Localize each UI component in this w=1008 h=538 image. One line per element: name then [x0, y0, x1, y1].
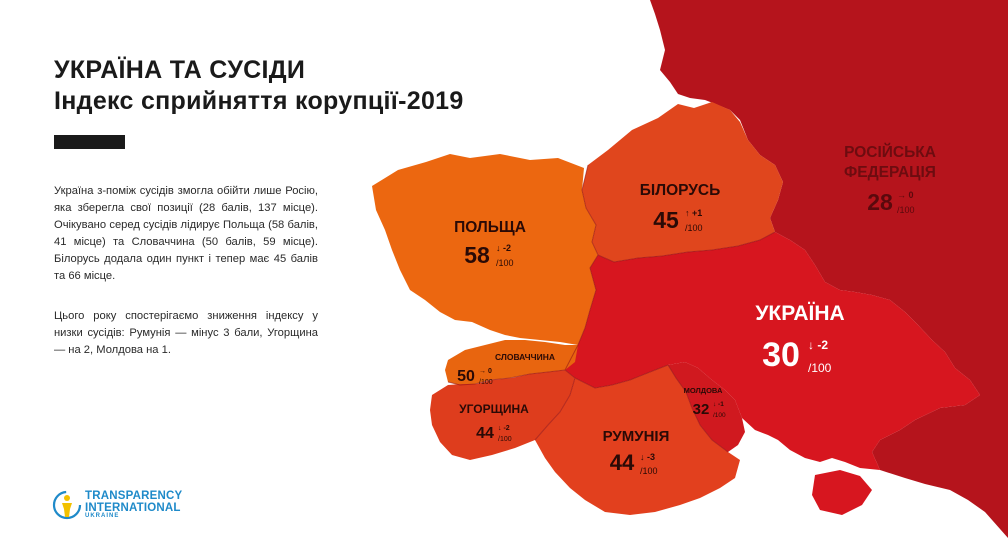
- slovakia-score: 50: [457, 368, 475, 385]
- title-line-1: УКРАЇНА ТА СУСІДИ: [54, 56, 306, 84]
- russia-max: /100: [897, 205, 915, 215]
- belarus-name: БІЛОРУСЬ: [640, 182, 721, 199]
- poland-max: /100: [496, 258, 514, 268]
- belarus-change: ↑ +1: [685, 208, 702, 218]
- title-divider-bar: [54, 135, 125, 149]
- border-lines: [447, 164, 776, 453]
- hungary-max: /100: [498, 436, 512, 443]
- country-slovakia: [445, 340, 578, 385]
- page-title: УКРАЇНА ТА СУСІДИ Індекс сприйняття кору…: [54, 55, 464, 117]
- ukraine-change: ↓ -2: [808, 338, 828, 352]
- slovakia-change: → 0: [479, 368, 492, 375]
- russia-name: РОСІЙСЬКА: [844, 143, 936, 161]
- belarus-max: /100: [685, 223, 703, 233]
- moldova-score: 32: [693, 401, 710, 418]
- intro-paragraph: Україна з-поміж сусідів змогла обійти ли…: [54, 185, 318, 282]
- title-line-2: Індекс сприйняття корупції-2019: [54, 87, 464, 115]
- moldova-change: ↓ -1: [713, 401, 724, 408]
- ukraine-max: /100: [808, 361, 832, 375]
- transparency-international-logo: TRANSPARENCY INTERNATIONAL UKRAINE: [52, 489, 192, 523]
- poland-score: 58: [464, 242, 490, 268]
- transparency-figure-icon: [52, 490, 82, 520]
- slovakia-max: /100: [479, 379, 493, 386]
- romania-name: РУМУНІЯ: [603, 428, 670, 445]
- ukraine-name: УКРАЇНА: [755, 302, 844, 325]
- country-romania: [535, 365, 740, 515]
- country-ukraine: [565, 232, 980, 470]
- hungary-name: УГОРЩИНА: [459, 402, 529, 416]
- russia-name-line2: ФЕДЕРАЦІЯ: [844, 164, 936, 181]
- russia-change: → 0: [897, 190, 914, 200]
- romania-score: 44: [610, 450, 635, 475]
- hungary-change: ↓ -2: [498, 425, 510, 432]
- country-hungary: [430, 370, 575, 460]
- moldova-max: /100: [713, 412, 726, 419]
- belarus-score: 45: [653, 207, 679, 233]
- poland-change: ↓ -2: [496, 243, 511, 253]
- logo-wordmark: TRANSPARENCY INTERNATIONAL: [85, 490, 183, 514]
- country-poland: [372, 154, 598, 345]
- moldova-name: МОЛДОВА: [684, 386, 723, 395]
- country-russia: [650, 0, 1008, 538]
- logo-line-1: TRANSPARENCY: [85, 490, 183, 502]
- poland-name: ПОЛЬЩА: [454, 219, 526, 236]
- ukraine-score: 30: [762, 336, 800, 374]
- logo-line-2: INTERNATIONAL: [85, 501, 181, 514]
- decline-paragraph: Цього року спостерігаємо зниження індекс…: [54, 310, 318, 356]
- country-moldova: [668, 362, 745, 452]
- region-crimea: [812, 470, 872, 515]
- hungary-score: 44: [476, 425, 494, 442]
- romania-change: ↓ -3: [640, 452, 655, 462]
- romania-max: /100: [640, 466, 658, 476]
- slovakia-name: СЛОВАЧЧИНА: [495, 352, 555, 362]
- russia-score: 28: [867, 189, 893, 215]
- logo-subtitle: UKRAINE: [85, 513, 120, 519]
- country-belarus: [582, 102, 783, 262]
